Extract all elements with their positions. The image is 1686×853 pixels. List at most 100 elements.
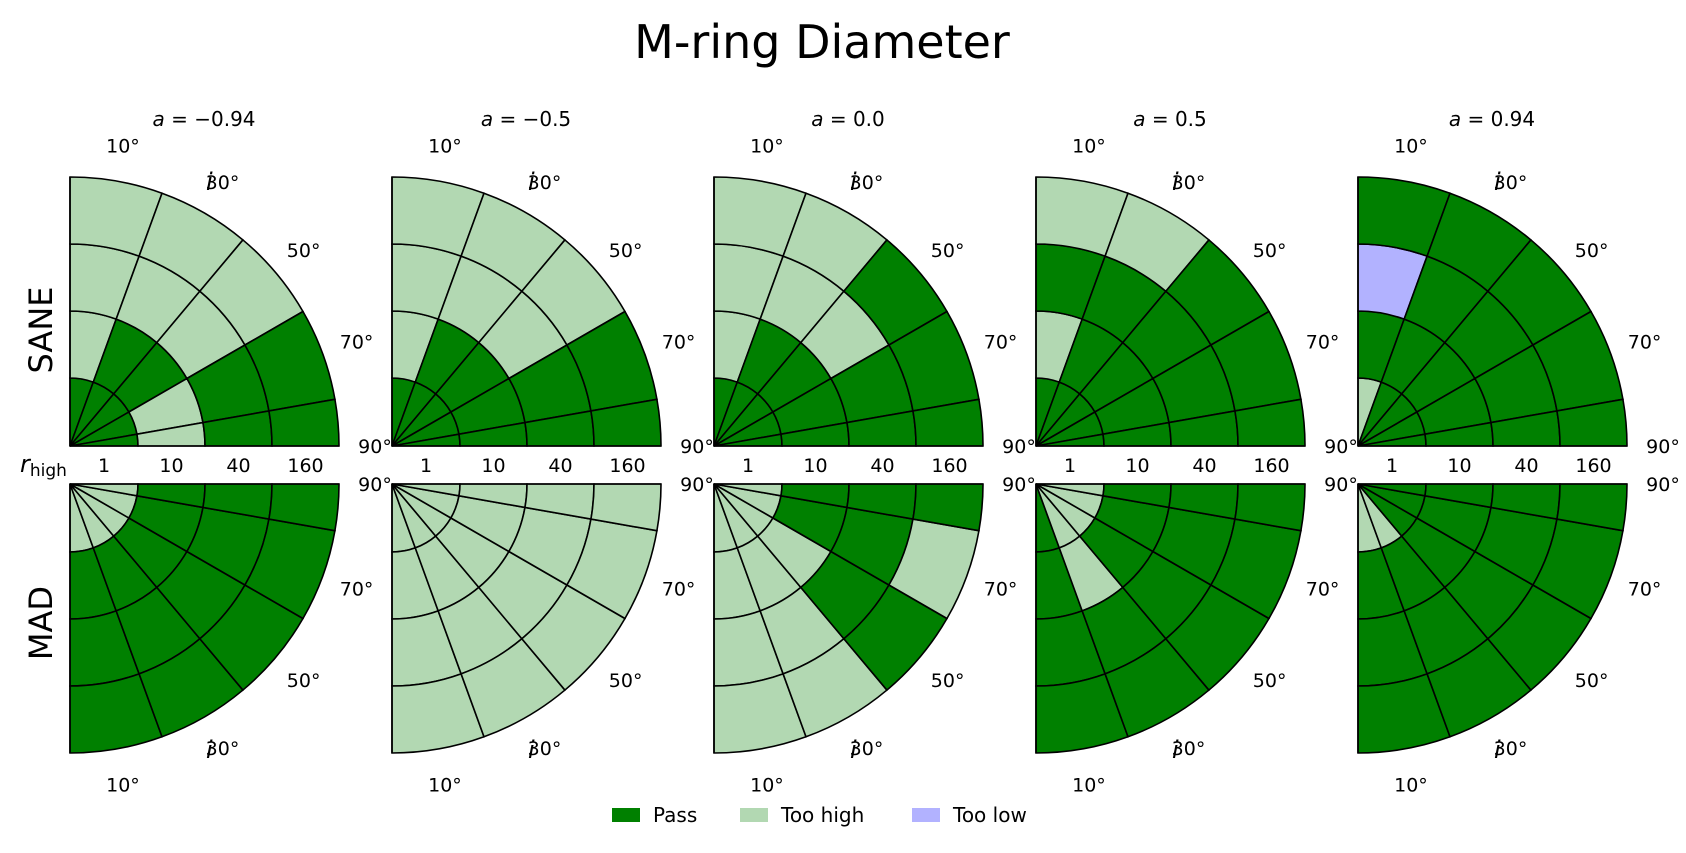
panel-frame xyxy=(391,483,661,753)
rhigh-tick-label: 40 xyxy=(1192,455,1216,477)
panel-title-var: a xyxy=(481,107,493,131)
legend-label: Pass xyxy=(653,803,697,827)
inclination-tick-label: 30° xyxy=(1172,738,1206,760)
rhigh-tick-label: 160 xyxy=(1575,455,1611,477)
inclination-tick-label: 30° xyxy=(206,738,240,760)
inclination-axis-label: i xyxy=(206,736,213,764)
row-label-mad: MAD xyxy=(22,586,60,660)
inclination-tick-label: 50° xyxy=(1575,670,1609,692)
legend: Pass Too high Too low xyxy=(612,803,1027,827)
inclination-axis-label: i xyxy=(850,168,857,196)
rhigh-tick-label: 1 xyxy=(1064,455,1076,477)
inclination-tick-label: 50° xyxy=(287,670,321,692)
inclination-tick-label: 10° xyxy=(428,136,462,158)
rhigh-tick-label: 1 xyxy=(742,455,754,477)
rhigh-axis-label-base: r xyxy=(20,450,32,478)
rhigh-axis-label-sub: high xyxy=(30,461,67,481)
rhigh-tick-label: 10 xyxy=(803,455,827,477)
panel-mad-2: 10° 30° 50° 70° 90° i xyxy=(713,474,1036,796)
panel-title-value: = 0.0 xyxy=(823,107,884,131)
inclination-tick-label: 30° xyxy=(1172,172,1206,194)
inclination-tick-label: 30° xyxy=(206,172,240,194)
legend-swatch xyxy=(740,808,768,822)
inclination-tick-label: 70° xyxy=(984,332,1018,354)
legend-swatch xyxy=(612,808,640,822)
legend-swatch xyxy=(912,808,940,822)
rhigh-tick-label: 160 xyxy=(931,455,967,477)
rhigh-tick-label: 160 xyxy=(287,455,323,477)
inclination-tick-label: 90° xyxy=(680,436,714,458)
panel-title-var: a xyxy=(1133,107,1145,131)
inclination-tick-label: 10° xyxy=(428,774,462,796)
panel-title: a = 0.5 xyxy=(1133,107,1207,131)
panel-frame xyxy=(1035,177,1305,447)
inclination-axis-label: i xyxy=(1494,168,1501,196)
panel-title-var: a xyxy=(811,107,823,131)
inclination-tick-label: 50° xyxy=(1253,240,1287,262)
panel-title: a = −0.5 xyxy=(481,107,571,131)
inclination-tick-label: 50° xyxy=(931,240,965,262)
panel-mad-0: 10° 30° 50° 70° 90° i xyxy=(69,474,392,796)
inclination-tick-label: 30° xyxy=(1494,738,1528,760)
inclination-axis-label: i xyxy=(850,736,857,764)
rhigh-tick-label: 10 xyxy=(481,455,505,477)
rhigh-tick-label: 1 xyxy=(420,455,432,477)
inclination-tick-label: 30° xyxy=(850,172,884,194)
chart-title: M-ring Diameter xyxy=(634,15,1010,69)
inclination-tick-label: 50° xyxy=(287,240,321,262)
inclination-tick-label: 70° xyxy=(1628,332,1662,354)
inclination-tick-label: 50° xyxy=(609,670,643,692)
inclination-axis-label: i xyxy=(1494,736,1501,764)
inclination-tick-label: 50° xyxy=(1575,240,1609,262)
panel-sane-1: 10° 30° 50° 70° 90° i a = −0.5 1 10 40 160 xyxy=(391,107,714,477)
inclination-tick-label: 70° xyxy=(1306,578,1340,600)
inclination-tick-label: 70° xyxy=(1628,578,1662,600)
legend-label: Too low xyxy=(952,803,1027,827)
inclination-tick-label: 70° xyxy=(1306,332,1340,354)
inclination-tick-label: 30° xyxy=(1494,172,1528,194)
inclination-tick-label: 10° xyxy=(1394,774,1428,796)
inclination-tick-label: 90° xyxy=(1002,436,1036,458)
panel-title-value: = 0.94 xyxy=(1461,107,1535,131)
inclination-axis-label: i xyxy=(1172,736,1179,764)
rhigh-tick-label: 10 xyxy=(1447,455,1471,477)
panel-sane-4: 10° 30° 50° 70° 90° i a = 0.94 1 10 40 160 xyxy=(1357,107,1680,477)
inclination-tick-label: 90° xyxy=(1324,474,1358,496)
inclination-tick-label: 70° xyxy=(662,578,696,600)
inclination-axis-label: i xyxy=(206,168,213,196)
panel-mad-3: 10° 30° 50° 70° 90° i xyxy=(1035,474,1358,796)
inclination-tick-label: 50° xyxy=(609,240,643,262)
inclination-tick-label: 10° xyxy=(1072,136,1106,158)
inclination-tick-label: 50° xyxy=(931,670,965,692)
panel-frame xyxy=(1357,483,1627,753)
inclination-axis-label: i xyxy=(1172,168,1179,196)
rhigh-tick-label: 10 xyxy=(159,455,183,477)
inclination-tick-label: 30° xyxy=(528,172,562,194)
rhigh-tick-label: 40 xyxy=(870,455,894,477)
panel-frame xyxy=(69,483,339,753)
inclination-tick-label: 50° xyxy=(1253,670,1287,692)
panel-sane-2: 10° 30° 50° 70° 90° i a = 0.0 1 10 40 160 xyxy=(713,107,1036,477)
rhigh-axis-label: rhigh xyxy=(20,450,67,481)
panel-sane-0: 10° 30° 50° 70° 90° i a = −0.94 1 10 40 160 rhigh xyxy=(20,107,392,481)
inclination-tick-label: 10° xyxy=(106,774,140,796)
rhigh-tick-label: 40 xyxy=(226,455,250,477)
inclination-tick-label: 10° xyxy=(1072,774,1106,796)
rhigh-tick-label: 40 xyxy=(1514,455,1538,477)
inclination-tick-label: 10° xyxy=(750,136,784,158)
panel-mad-1: 10° 30° 50° 70° 90° i xyxy=(391,474,714,796)
inclination-tick-label: 90° xyxy=(680,474,714,496)
rhigh-tick-label: 1 xyxy=(98,455,110,477)
inclination-tick-label: 10° xyxy=(1394,136,1428,158)
inclination-axis-label: i xyxy=(528,168,535,196)
inclination-tick-label: 30° xyxy=(528,738,562,760)
legend-label: Too high xyxy=(780,803,864,827)
inclination-axis-label: i xyxy=(528,736,535,764)
rhigh-tick-label: 160 xyxy=(609,455,645,477)
rhigh-tick-label: 40 xyxy=(548,455,572,477)
panels: 10° 30° 50° 70° 90° i a = −0.94 1 10 40 160 rhigh 10… xyxy=(20,107,1680,796)
panel-title-value: = −0.94 xyxy=(165,107,256,131)
panel-title: a = 0.0 xyxy=(811,107,885,131)
inclination-tick-label: 70° xyxy=(662,332,696,354)
